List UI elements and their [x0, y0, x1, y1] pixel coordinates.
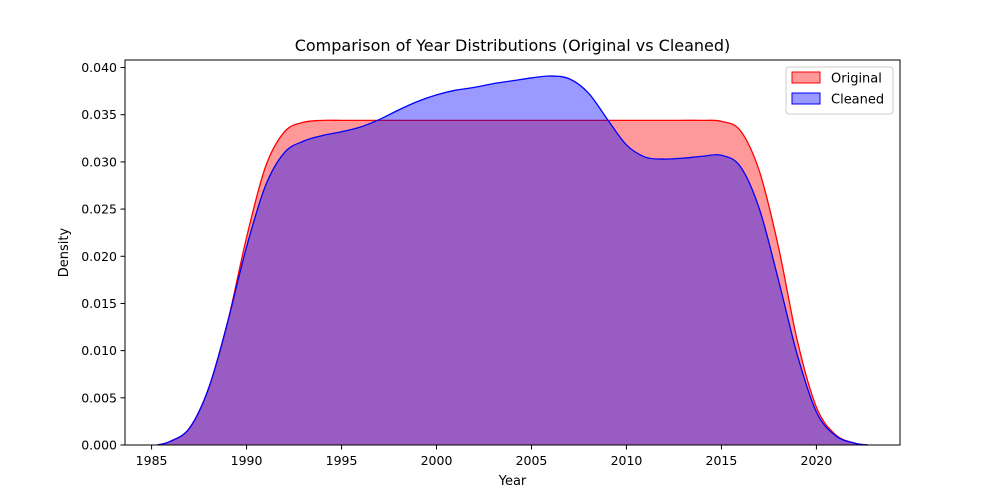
y-tick-label: 0.010 — [81, 343, 117, 358]
axes-frame — [124, 59, 901, 446]
y-tick-label: 0.000 — [81, 438, 117, 453]
density-line-original — [157, 119, 868, 446]
y-tick-label: 0.030 — [81, 154, 117, 169]
x-tick-label: 1995 — [326, 453, 358, 468]
x-tick-label: 2010 — [611, 453, 643, 468]
density-area-cleaned — [157, 76, 868, 445]
x-tick-label: 2000 — [421, 453, 453, 468]
y-tick-label: 0.015 — [81, 296, 117, 311]
density-area-original — [157, 120, 868, 445]
y-tick-label: 0.005 — [81, 390, 117, 405]
y-tick-label: 0.040 — [81, 60, 117, 75]
y-axis-ticks: 0.000 0.005 0.010 0.015 0.020 0.025 0.030 0.035… — [81, 60, 125, 453]
legend-swatch-cleaned — [791, 92, 821, 105]
y-tick-label: 0.035 — [81, 107, 117, 122]
x-tick-label: 2020 — [801, 453, 833, 468]
legend-label-original: Original — [831, 72, 882, 87]
chart-title: Comparison of Year Distributions (Origin… — [295, 36, 731, 55]
x-axis-ticks: 1985 1990 1995 2000 2005 2010 2015 2020 — [136, 445, 833, 468]
series-layer — [157, 75, 868, 446]
x-tick-label: 1990 — [231, 453, 263, 468]
x-tick-label: 1985 — [136, 453, 168, 468]
x-tick-label: 2015 — [706, 453, 738, 468]
y-tick-label: 0.025 — [81, 202, 117, 217]
legend-label-cleaned: Cleaned — [831, 93, 884, 108]
density-line-cleaned — [157, 75, 868, 446]
y-tick-label: 0.020 — [81, 249, 117, 264]
x-axis-label: Year — [498, 474, 527, 489]
legend-box — [785, 66, 894, 115]
legend-swatch-original — [791, 71, 821, 84]
y-axis-label: Density — [57, 227, 72, 277]
x-tick-label: 2005 — [516, 453, 548, 468]
legend: Original Cleaned — [785, 66, 894, 115]
